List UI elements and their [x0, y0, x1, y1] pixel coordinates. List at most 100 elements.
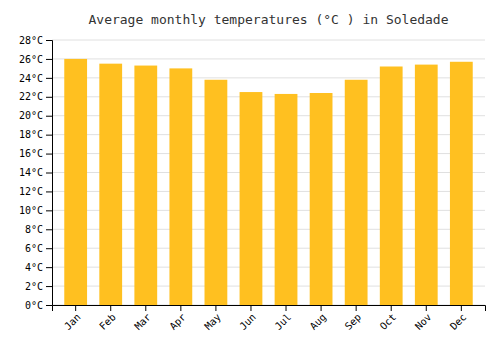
x-tick: Dec: [448, 305, 469, 332]
y-tick: 14°C: [19, 167, 52, 178]
chart: 0°C 2°C 4°C 6°C 8°C 10°C 12°C 14°C 16°C 18°C 20°C 2…: [0, 0, 500, 350]
y-tick-mark: [46, 40, 52, 41]
bar: [275, 94, 298, 305]
y-tick: 0°C: [25, 300, 52, 311]
x-tick-mark: [391, 305, 392, 311]
x-tick: Nov: [413, 305, 434, 332]
x-tick: Feb: [97, 305, 118, 332]
x-tick-mark: [215, 305, 216, 311]
y-tick-label: 22°C: [19, 91, 43, 102]
x-tick-mark: [180, 305, 181, 311]
x-tick-label: May: [202, 311, 223, 332]
x-tick-label: Mar: [132, 311, 153, 332]
x-tick-mark: [426, 305, 427, 311]
y-tick-mark: [46, 286, 52, 287]
y-tick: 12°C: [19, 186, 52, 197]
y-tick-mark: [46, 267, 52, 268]
x-tick-mark: [145, 305, 146, 311]
grid-line: [52, 40, 485, 41]
y-tick-label: 16°C: [19, 148, 43, 159]
y-tick-label: 10°C: [19, 205, 43, 216]
bar: [205, 80, 228, 305]
y-tick-mark: [46, 305, 52, 306]
y-tick: 10°C: [19, 205, 52, 216]
y-tick-label: 8°C: [25, 224, 43, 235]
y-tick-label: 14°C: [19, 167, 43, 178]
x-tick-mark: [356, 305, 357, 311]
y-tick-mark: [46, 135, 52, 136]
y-tick-mark: [46, 191, 52, 192]
y-tick-label: 18°C: [19, 129, 43, 140]
y-tick-label: 0°C: [25, 300, 43, 311]
y-tick: 28°C: [19, 35, 52, 46]
y-tick-label: 26°C: [19, 54, 43, 65]
x-tick-label: Aug: [308, 311, 329, 332]
x-tick: Jul: [273, 305, 294, 332]
y-tick-mark: [46, 59, 52, 60]
x-tick: May: [202, 305, 223, 332]
x-tick-label: Apr: [167, 311, 188, 332]
x-axis-line: [53, 306, 486, 312]
y-tick: 24°C: [19, 73, 52, 84]
bar: [134, 66, 157, 305]
x-tick-mark: [321, 305, 322, 311]
x-tick: Apr: [167, 305, 188, 332]
bars: [64, 59, 472, 305]
y-tick-label: 6°C: [25, 243, 43, 254]
x-tick-mark: [286, 305, 287, 311]
bar: [310, 93, 333, 305]
y-tick-mark: [46, 210, 52, 211]
x-tick-mark: [75, 305, 76, 311]
x-tick-label: Dec: [448, 311, 469, 332]
y-tick: 20°C: [19, 110, 52, 121]
y-tick: 22°C: [19, 91, 52, 102]
x-tick-label: Jun: [237, 311, 258, 332]
y-tick-mark: [46, 116, 52, 117]
y-tick: 18°C: [19, 129, 52, 140]
x-tick-label: Sep: [343, 311, 364, 332]
bar: [64, 59, 87, 305]
y-tick-mark: [46, 78, 52, 79]
x-tick-label: Feb: [97, 311, 118, 332]
x-tick-mark: [461, 305, 462, 311]
bar: [415, 65, 438, 305]
y-tick-label: 28°C: [19, 35, 43, 46]
grid-line: [52, 58, 485, 59]
bar: [450, 62, 473, 305]
y-tick-mark: [46, 229, 52, 230]
grid: [52, 40, 485, 305]
y-tick-label: 2°C: [25, 281, 43, 292]
x-axis: Jan Feb Mar Apr May Jun Jul Aug Sep Oct Nov Dec: [53, 305, 486, 332]
plot: 0°C 2°C 4°C 6°C 8°C 10°C 12°C 14°C 16°C 18°C 20°C 2…: [19, 35, 486, 332]
bar: [380, 67, 403, 306]
bar: [99, 64, 122, 305]
y-axis-line: [46, 41, 53, 306]
x-tick: Oct: [378, 305, 399, 332]
y-tick: 4°C: [25, 262, 52, 273]
x-tick-mark: [250, 305, 251, 311]
x-tick: Jan: [62, 305, 83, 332]
x-tick: Jun: [237, 305, 258, 332]
bar: [169, 68, 192, 305]
y-tick: 8°C: [25, 224, 52, 235]
y-tick: 16°C: [19, 148, 52, 159]
x-tick-mark: [110, 305, 111, 311]
y-tick-mark: [46, 97, 52, 98]
bar: [240, 92, 263, 305]
x-tick-label: Nov: [413, 311, 434, 332]
x-tick: Aug: [308, 305, 329, 332]
y-axis: 0°C 2°C 4°C 6°C 8°C 10°C 12°C 14°C 16°C 18°C 20°C 2…: [19, 35, 53, 311]
y-tick-mark: [46, 154, 52, 155]
y-tick: 2°C: [25, 281, 52, 292]
x-tick: Sep: [343, 305, 364, 332]
y-tick-label: 12°C: [19, 186, 43, 197]
x-tick-label: Oct: [378, 311, 399, 332]
x-tick-label: Jan: [62, 311, 83, 332]
y-tick-label: 20°C: [19, 110, 43, 121]
y-tick-mark: [46, 173, 52, 174]
y-tick: 6°C: [25, 243, 52, 254]
y-tick-label: 4°C: [25, 262, 43, 273]
bar: [345, 80, 368, 305]
y-tick-label: 24°C: [19, 73, 43, 84]
title: Average monthly temperatures (°C ) in So…: [88, 12, 448, 27]
